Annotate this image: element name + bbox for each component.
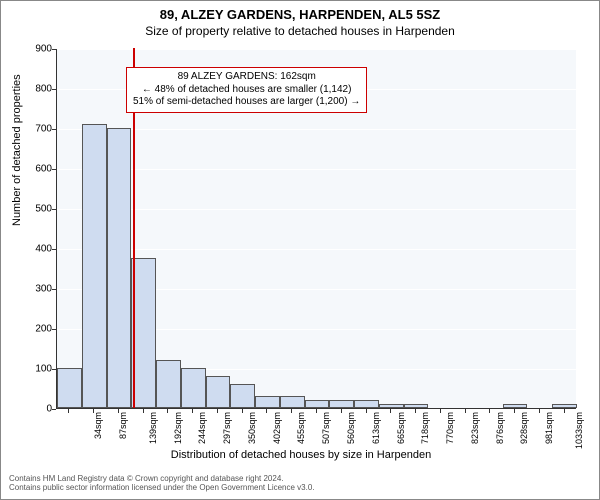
y-tick-label: 900: [24, 44, 52, 55]
x-tick-mark: [440, 409, 441, 413]
histogram-bar: [305, 400, 330, 408]
y-axis-label: Number of detached properties: [11, 74, 23, 226]
x-tick-mark: [341, 409, 342, 413]
x-tick-label: 1033sqm: [574, 412, 584, 449]
x-tick-label: 665sqm: [396, 412, 406, 444]
x-tick-label: 139sqm: [148, 412, 158, 444]
annotation-box: 89 ALZEY GARDENS: 162sqm← 48% of detache…: [126, 67, 367, 113]
y-tick-label: 300: [24, 284, 52, 295]
histogram-bar: [230, 384, 255, 408]
x-tick-label: 350sqm: [247, 412, 257, 444]
x-tick-mark: [291, 409, 292, 413]
x-tick-mark: [539, 409, 540, 413]
x-tick-label: 770sqm: [445, 412, 455, 444]
annotation-line-3: 51% of semi-detached houses are larger (…: [133, 96, 360, 109]
x-tick-label: 455sqm: [297, 412, 307, 444]
y-tick-mark: [52, 49, 56, 50]
y-tick-label: 600: [24, 164, 52, 175]
x-tick-label: 876sqm: [495, 412, 505, 444]
histogram-bar: [503, 404, 528, 408]
gridline: [57, 209, 576, 210]
y-tick-mark: [52, 409, 56, 410]
histogram-bar: [156, 360, 181, 408]
x-tick-mark: [242, 409, 243, 413]
histogram-bar: [57, 368, 82, 408]
x-tick-label: 718sqm: [420, 412, 430, 444]
x-tick-mark: [93, 409, 94, 413]
chart-footer: Contains HM Land Registry data © Crown c…: [9, 474, 315, 493]
annotation-line-1: 89 ALZEY GARDENS: 162sqm: [133, 71, 360, 84]
y-tick-mark: [52, 169, 56, 170]
histogram-bar: [206, 376, 231, 408]
chart-subtitle: Size of property relative to detached ho…: [1, 24, 599, 38]
x-tick-mark: [489, 409, 490, 413]
footer-line-1: Contains HM Land Registry data © Crown c…: [9, 474, 315, 484]
y-tick-label: 200: [24, 324, 52, 335]
y-tick-label: 100: [24, 364, 52, 375]
gridline: [57, 249, 576, 250]
histogram-bar: [404, 404, 429, 408]
x-tick-label: 823sqm: [470, 412, 480, 444]
y-tick-mark: [52, 129, 56, 130]
y-tick-label: 700: [24, 124, 52, 135]
x-tick-mark: [167, 409, 168, 413]
x-tick-mark: [415, 409, 416, 413]
gridline: [57, 169, 576, 170]
x-tick-mark: [465, 409, 466, 413]
y-tick-label: 500: [24, 204, 52, 215]
x-tick-label: 244sqm: [197, 412, 207, 444]
x-tick-label: 34sqm: [93, 412, 103, 439]
y-tick-mark: [52, 289, 56, 290]
histogram-bar: [181, 368, 206, 408]
x-tick-mark: [316, 409, 317, 413]
histogram-bar: [280, 396, 305, 408]
gridline: [57, 49, 576, 50]
histogram-bar: [131, 258, 156, 408]
x-tick-label: 560sqm: [346, 412, 356, 444]
x-tick-mark: [143, 409, 144, 413]
x-axis-label: Distribution of detached houses by size …: [1, 449, 600, 461]
x-tick-mark: [564, 409, 565, 413]
histogram-bar: [379, 404, 404, 408]
histogram-bar: [107, 128, 132, 408]
y-tick-label: 800: [24, 84, 52, 95]
x-tick-label: 87sqm: [118, 412, 128, 439]
x-tick-mark: [366, 409, 367, 413]
histogram-bar: [329, 400, 354, 408]
x-tick-mark: [266, 409, 267, 413]
y-tick-mark: [52, 249, 56, 250]
chart-container: 89, ALZEY GARDENS, HARPENDEN, AL5 5SZ Si…: [0, 0, 600, 500]
x-tick-label: 928sqm: [519, 412, 529, 444]
y-tick-label: 400: [24, 244, 52, 255]
annotation-line-2: ← 48% of detached houses are smaller (1,…: [133, 84, 360, 97]
x-tick-mark: [514, 409, 515, 413]
x-tick-label: 192sqm: [173, 412, 183, 444]
chart-area: 010020030040050060070080090034sqm87sqm13…: [56, 49, 576, 409]
x-tick-mark: [217, 409, 218, 413]
y-tick-mark: [52, 329, 56, 330]
x-tick-mark: [68, 409, 69, 413]
histogram-bar: [354, 400, 379, 408]
x-tick-mark: [118, 409, 119, 413]
histogram-bar: [82, 124, 107, 408]
y-tick-mark: [52, 89, 56, 90]
footer-line-2: Contains public sector information licen…: [9, 483, 315, 493]
x-tick-label: 507sqm: [321, 412, 331, 444]
chart-title: 89, ALZEY GARDENS, HARPENDEN, AL5 5SZ: [1, 7, 599, 22]
x-tick-label: 613sqm: [371, 412, 381, 444]
histogram-bar: [255, 396, 280, 408]
y-tick-mark: [52, 369, 56, 370]
x-tick-mark: [192, 409, 193, 413]
y-tick-label: 0: [24, 404, 52, 415]
x-tick-label: 297sqm: [222, 412, 232, 444]
x-tick-label: 981sqm: [544, 412, 554, 444]
histogram-bar: [552, 404, 577, 408]
x-tick-label: 402sqm: [272, 412, 282, 444]
gridline: [57, 129, 576, 130]
x-tick-mark: [390, 409, 391, 413]
y-tick-mark: [52, 209, 56, 210]
